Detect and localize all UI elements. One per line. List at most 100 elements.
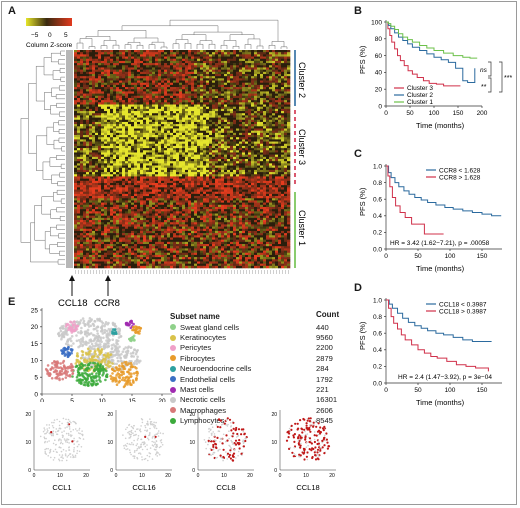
scale-tick: −5 bbox=[31, 32, 39, 39]
subset-count: 1792 bbox=[316, 374, 333, 384]
x-tick-label: 50 bbox=[406, 110, 414, 117]
y-tick-label: 0.0 bbox=[373, 380, 382, 387]
b-legend-cluster1: Cluster 1 bbox=[407, 99, 433, 106]
c-legend-high: CCR8 > 1.628 bbox=[439, 175, 481, 182]
b-ylabel: PFS (%) bbox=[358, 45, 367, 74]
subset-color-dot bbox=[170, 344, 176, 351]
cluster2-curve bbox=[386, 21, 476, 83]
subset-count: 221 bbox=[316, 385, 329, 395]
subset-count: 2879 bbox=[316, 353, 333, 363]
subset-name: Lymphocytes bbox=[180, 416, 225, 426]
y-tick-label: 100 bbox=[371, 19, 382, 26]
feature-plot-label: CCL8 bbox=[216, 483, 235, 492]
ccr8-low-curve bbox=[386, 165, 502, 217]
b-legend-cluster2: Cluster 2 bbox=[407, 92, 433, 99]
subset-color-dot bbox=[170, 386, 176, 393]
x-tick-label: 0 bbox=[40, 398, 44, 402]
ccl18-arrowhead bbox=[69, 275, 75, 281]
km-plot-b: 0 20 40 60 80 100 0 50 100 150 200 PFS (%) Time (… bbox=[358, 19, 512, 130]
subset-header: Subset name bbox=[170, 311, 220, 321]
subset-color-dot bbox=[170, 365, 176, 372]
cluster1-curve bbox=[386, 21, 478, 59]
subset-name: Macrophages bbox=[180, 405, 227, 415]
c-legend-low: CCR8 < 1.628 bbox=[439, 168, 481, 175]
y-tick-label: 15 bbox=[31, 341, 39, 348]
d-hr: HR = 2.4 (1.47−3.92), p = 3e−04 bbox=[398, 374, 492, 381]
y-tick-label: 40 bbox=[375, 70, 383, 77]
subset-row: Fibrocytes 2879 bbox=[170, 353, 400, 363]
x-tick-label: 100 bbox=[445, 387, 456, 394]
subset-row: Neuroendocrine cells 284 bbox=[170, 364, 400, 374]
ccr8-arrowhead bbox=[105, 275, 111, 281]
y-tick-label: 0.8 bbox=[373, 314, 382, 321]
panel-label-d: D bbox=[354, 282, 362, 294]
y-tick-label: 0.2 bbox=[373, 230, 382, 237]
cluster3-curve bbox=[386, 21, 461, 87]
c-xlabel: Time (months) bbox=[416, 264, 465, 273]
km-plot-c: 0.0 0.2 0.4 0.6 0.8 1.0 0 50 100 150 PFS (%) Tim… bbox=[358, 163, 502, 273]
scale-tick: 5 bbox=[64, 32, 68, 39]
count-header: Count bbox=[316, 310, 340, 319]
y-tick-label: 0.4 bbox=[373, 347, 382, 354]
y-tick-label: 0.8 bbox=[373, 180, 382, 187]
umap-main: 0 5 10 15 20 25 0 5 10 15 20 bbox=[31, 307, 172, 402]
x-tick-label: 150 bbox=[477, 253, 488, 260]
b-xlabel: Time (months) bbox=[416, 121, 465, 130]
d-ylabel: PFS (%) bbox=[358, 321, 367, 350]
x-tick-label: 0 bbox=[384, 387, 388, 394]
subset-color-dot bbox=[170, 417, 176, 424]
b-legend-cluster3: Cluster 3 bbox=[407, 85, 433, 92]
y-tick-label: 60 bbox=[375, 53, 383, 60]
subset-count: 284 bbox=[316, 364, 329, 374]
cluster3-label: Cluster 3 bbox=[297, 129, 307, 165]
subset-name: Mast cells bbox=[180, 385, 214, 395]
subset-count: 440 bbox=[316, 322, 329, 332]
y-tick-label: 0.6 bbox=[373, 331, 382, 338]
zscore-colorbar bbox=[26, 18, 72, 26]
y-tick-label: 0 bbox=[34, 391, 38, 398]
scale-title: Column Z-score bbox=[26, 42, 73, 49]
x-tick-label: 150 bbox=[453, 110, 464, 117]
scale-tick: 0 bbox=[48, 32, 52, 39]
subset-name: Fibrocytes bbox=[180, 353, 216, 363]
feature-plot-label: CCL1 bbox=[52, 483, 71, 492]
subset-name: Sweat gland cells bbox=[180, 322, 240, 332]
subset-row: Sweat gland cells 440 bbox=[170, 322, 400, 332]
y-tick-label: 1.0 bbox=[373, 297, 382, 304]
subset-row: Macrophages 2606 bbox=[170, 405, 400, 415]
ccr8-high-curve bbox=[386, 165, 444, 235]
subset-row: Mast cells 221 bbox=[170, 384, 400, 394]
subset-row: Pericytes 2200 bbox=[170, 343, 400, 353]
x-tick-label: 50 bbox=[414, 253, 422, 260]
x-tick-label: 50 bbox=[414, 387, 422, 394]
row-annotation-strip bbox=[66, 50, 73, 268]
x-tick-label: 0 bbox=[384, 253, 388, 260]
subset-name: Keratinocytes bbox=[180, 333, 227, 343]
subset-row: Necrotic cells 16301 bbox=[170, 395, 400, 405]
subset-count: 8545 bbox=[316, 416, 333, 426]
y-tick-label: 0 bbox=[378, 103, 382, 110]
panel-label-a: A bbox=[8, 5, 16, 17]
column-labels bbox=[75, 270, 289, 274]
b-sig-double: ** bbox=[481, 84, 487, 91]
ccl18-low-curve bbox=[386, 299, 492, 342]
x-tick-label: 0 bbox=[384, 110, 388, 117]
subset-color-dot bbox=[170, 376, 176, 383]
subset-color-dot bbox=[170, 407, 176, 414]
subset-row: Keratinocytes 9560 bbox=[170, 332, 400, 342]
c-hr: HR = 3.42 (1.62−7.21), p = .00058 bbox=[390, 240, 490, 247]
panel-label-b: B bbox=[354, 5, 362, 17]
subset-color-dot bbox=[170, 334, 176, 341]
panel-label-e: E bbox=[8, 296, 16, 308]
y-tick-label: 5 bbox=[34, 375, 38, 382]
subset-name: Pericytes bbox=[180, 343, 212, 353]
subset-count: 2606 bbox=[316, 405, 333, 415]
subset-count: 2200 bbox=[316, 343, 333, 353]
y-tick-label: 80 bbox=[375, 36, 383, 43]
feature-plot-label: CCL16 bbox=[132, 483, 155, 492]
b-sig-ns: ns bbox=[480, 67, 488, 74]
subset-row: Endothelial cells 1792 bbox=[170, 374, 400, 384]
row-dendrogram bbox=[20, 50, 65, 265]
